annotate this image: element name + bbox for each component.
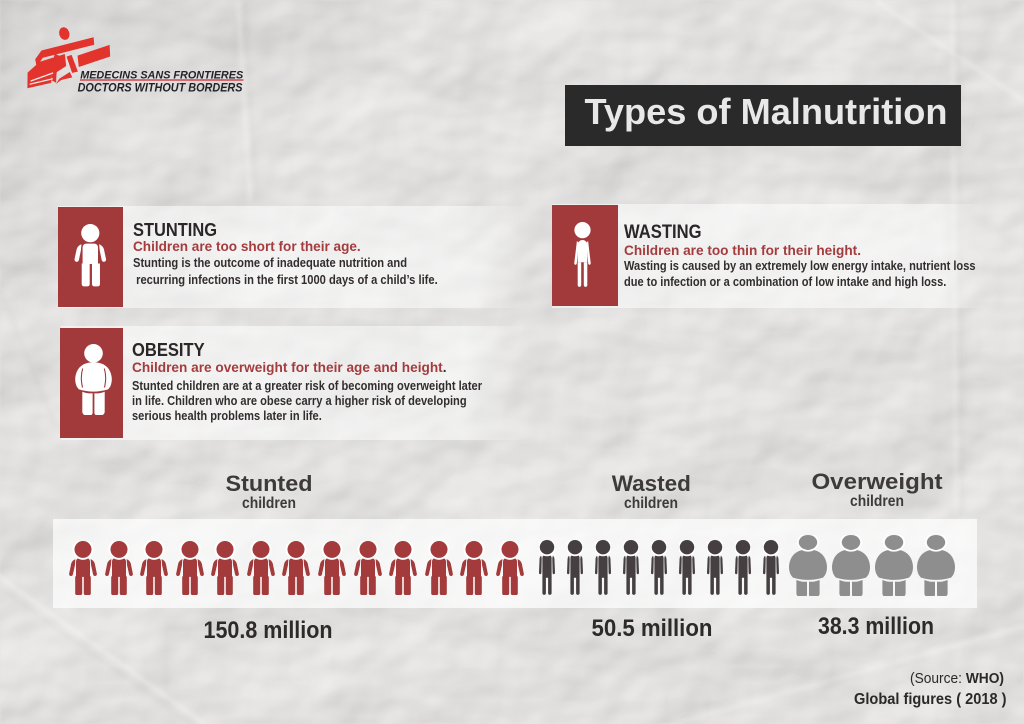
svg-text:DOCTORS WITHOUT BORDERS: DOCTORS WITHOUT BORDERS — [78, 82, 243, 94]
svg-text:MEDECINS SANS FRONTIERES: MEDECINS SANS FRONTIERES — [80, 69, 244, 81]
